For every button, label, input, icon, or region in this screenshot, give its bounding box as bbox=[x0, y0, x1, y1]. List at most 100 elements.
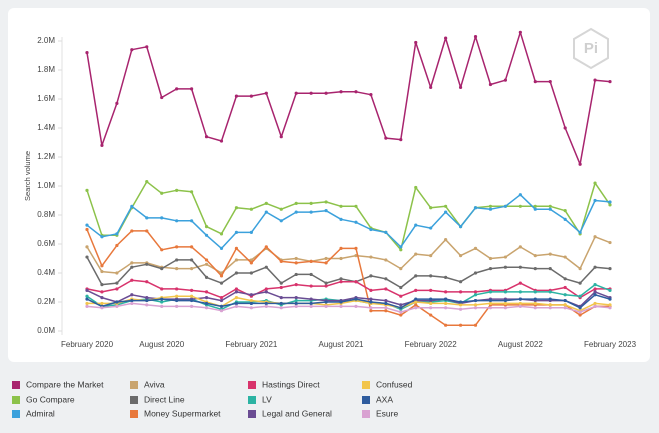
data-point bbox=[324, 261, 328, 265]
y-tick-label: 1.6M bbox=[37, 94, 55, 103]
data-point bbox=[458, 225, 463, 229]
data-point bbox=[130, 301, 134, 306]
data-point bbox=[503, 290, 507, 294]
data-point bbox=[533, 254, 537, 258]
data-point bbox=[399, 285, 403, 290]
data-point bbox=[444, 301, 448, 306]
data-point bbox=[115, 232, 119, 236]
data-point bbox=[100, 306, 104, 310]
data-point bbox=[369, 288, 373, 292]
series-line bbox=[86, 180, 611, 251]
data-point bbox=[294, 261, 298, 265]
data-point bbox=[488, 256, 493, 261]
data-point bbox=[160, 216, 164, 220]
data-point bbox=[175, 294, 179, 298]
data-point bbox=[548, 252, 552, 256]
data-point bbox=[219, 246, 224, 250]
data-point bbox=[85, 51, 89, 55]
data-point bbox=[369, 227, 373, 232]
data-point bbox=[473, 290, 478, 294]
data-point bbox=[578, 281, 582, 285]
x-tick-label: August 2021 bbox=[319, 340, 364, 349]
data-point bbox=[444, 323, 448, 327]
data-point bbox=[190, 245, 194, 249]
data-point bbox=[518, 30, 522, 34]
data-point bbox=[593, 304, 597, 308]
data-point bbox=[399, 138, 403, 142]
data-point bbox=[145, 296, 149, 300]
data-point bbox=[115, 243, 119, 248]
legend-label: Hastings Direct bbox=[262, 379, 320, 389]
data-point bbox=[578, 162, 582, 166]
data-point bbox=[369, 274, 373, 278]
data-point bbox=[608, 303, 612, 307]
data-point bbox=[279, 219, 283, 223]
legend-swatch bbox=[362, 381, 370, 389]
data-point bbox=[414, 300, 418, 304]
data-point bbox=[384, 230, 388, 234]
data-point bbox=[458, 303, 463, 307]
data-point bbox=[533, 204, 537, 208]
data-point bbox=[294, 296, 298, 300]
data-point bbox=[309, 210, 313, 214]
data-point bbox=[160, 300, 164, 304]
data-point bbox=[264, 265, 268, 269]
data-point bbox=[533, 267, 537, 271]
data-point bbox=[593, 293, 597, 297]
data-point bbox=[399, 294, 403, 298]
data-point bbox=[175, 245, 179, 249]
data-point bbox=[130, 298, 134, 303]
data-point bbox=[473, 306, 478, 310]
data-point bbox=[444, 210, 448, 214]
data-point bbox=[249, 298, 253, 303]
data-point bbox=[608, 306, 612, 310]
data-point bbox=[279, 301, 283, 306]
data-point bbox=[369, 306, 373, 310]
data-point bbox=[593, 198, 597, 203]
data-point bbox=[503, 265, 507, 269]
legend-swatch bbox=[12, 381, 20, 389]
data-point bbox=[85, 301, 89, 306]
data-point bbox=[249, 230, 253, 234]
data-point bbox=[563, 298, 567, 303]
data-point bbox=[354, 90, 358, 94]
data-point bbox=[100, 283, 104, 287]
data-point bbox=[309, 272, 313, 277]
legend-label: LV bbox=[262, 394, 272, 404]
data-point bbox=[399, 310, 403, 314]
data-point bbox=[264, 245, 268, 249]
y-tick-label: 0.0M bbox=[37, 326, 55, 335]
data-point bbox=[249, 271, 253, 275]
series-line bbox=[86, 302, 611, 313]
data-point bbox=[234, 304, 239, 308]
data-point bbox=[100, 143, 104, 147]
data-point bbox=[249, 301, 253, 306]
data-point bbox=[354, 220, 358, 224]
x-tick-label: February 2021 bbox=[225, 340, 278, 349]
series-line bbox=[87, 295, 611, 312]
data-point bbox=[264, 201, 268, 205]
data-point bbox=[533, 306, 537, 310]
data-point bbox=[384, 301, 388, 306]
data-point bbox=[294, 272, 298, 277]
legend-label: Esure bbox=[376, 408, 398, 418]
logo-text: Pi bbox=[584, 40, 598, 57]
data-point bbox=[339, 217, 343, 221]
data-point bbox=[279, 207, 283, 211]
data-point bbox=[279, 285, 283, 290]
data-point bbox=[369, 309, 373, 313]
data-point bbox=[294, 304, 298, 308]
data-point bbox=[175, 304, 179, 308]
data-point bbox=[384, 298, 388, 303]
data-point bbox=[100, 301, 104, 306]
series-line bbox=[86, 193, 611, 250]
data-point bbox=[384, 258, 388, 262]
legend-swatch bbox=[362, 410, 370, 418]
data-point bbox=[234, 290, 239, 294]
data-point bbox=[309, 297, 313, 301]
data-point bbox=[100, 296, 104, 300]
data-point bbox=[518, 301, 522, 306]
data-point bbox=[100, 269, 104, 274]
data-point bbox=[563, 277, 567, 281]
data-point bbox=[593, 290, 597, 294]
